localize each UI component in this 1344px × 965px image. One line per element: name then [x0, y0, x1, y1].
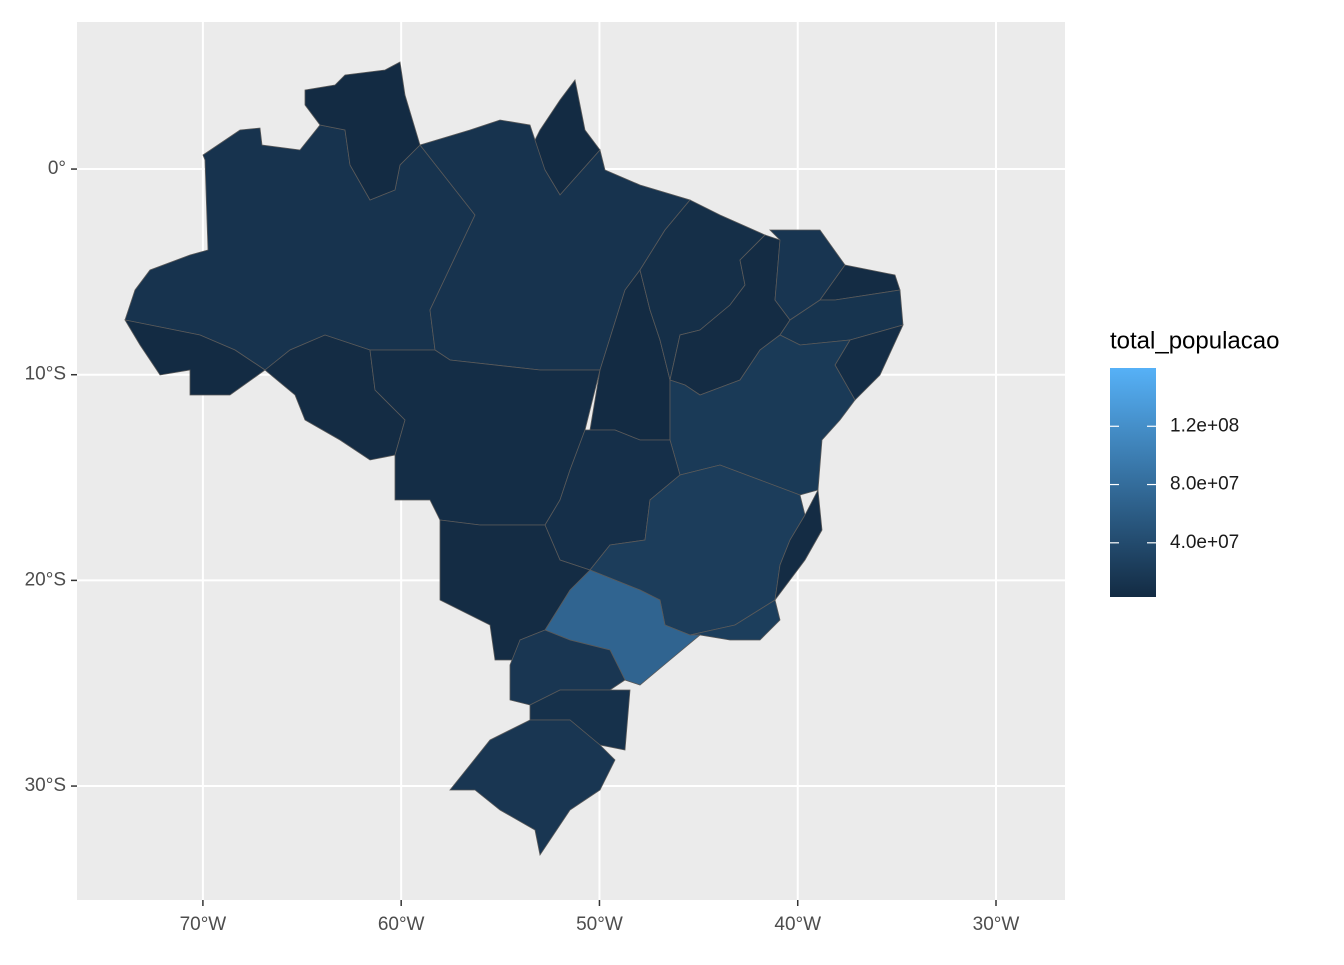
legend-title: total_populacao	[1110, 327, 1279, 354]
state	[304, 61, 421, 201]
colorbar	[1110, 368, 1156, 597]
legend-tick-label: 1.2e+08	[1170, 415, 1239, 436]
x-tick-label: 70°W	[180, 914, 227, 935]
state	[449, 719, 616, 857]
y-tick-label: 20°S	[25, 569, 66, 590]
x-tick-label: 60°W	[378, 914, 425, 935]
legend-tick-label: 8.0e+07	[1170, 474, 1239, 495]
y-tick-label: 30°S	[25, 775, 66, 796]
x-tick-label: 50°W	[576, 914, 623, 935]
y-tick-label: 10°S	[25, 364, 66, 385]
x-tick-label: 30°W	[973, 914, 1020, 935]
y-tick-label: 0°	[48, 158, 66, 179]
state	[124, 319, 266, 396]
x-tick-label: 40°W	[774, 914, 821, 935]
legend-tick-label: 4.0e+07	[1170, 532, 1239, 553]
state	[689, 599, 781, 641]
state	[774, 488, 823, 601]
